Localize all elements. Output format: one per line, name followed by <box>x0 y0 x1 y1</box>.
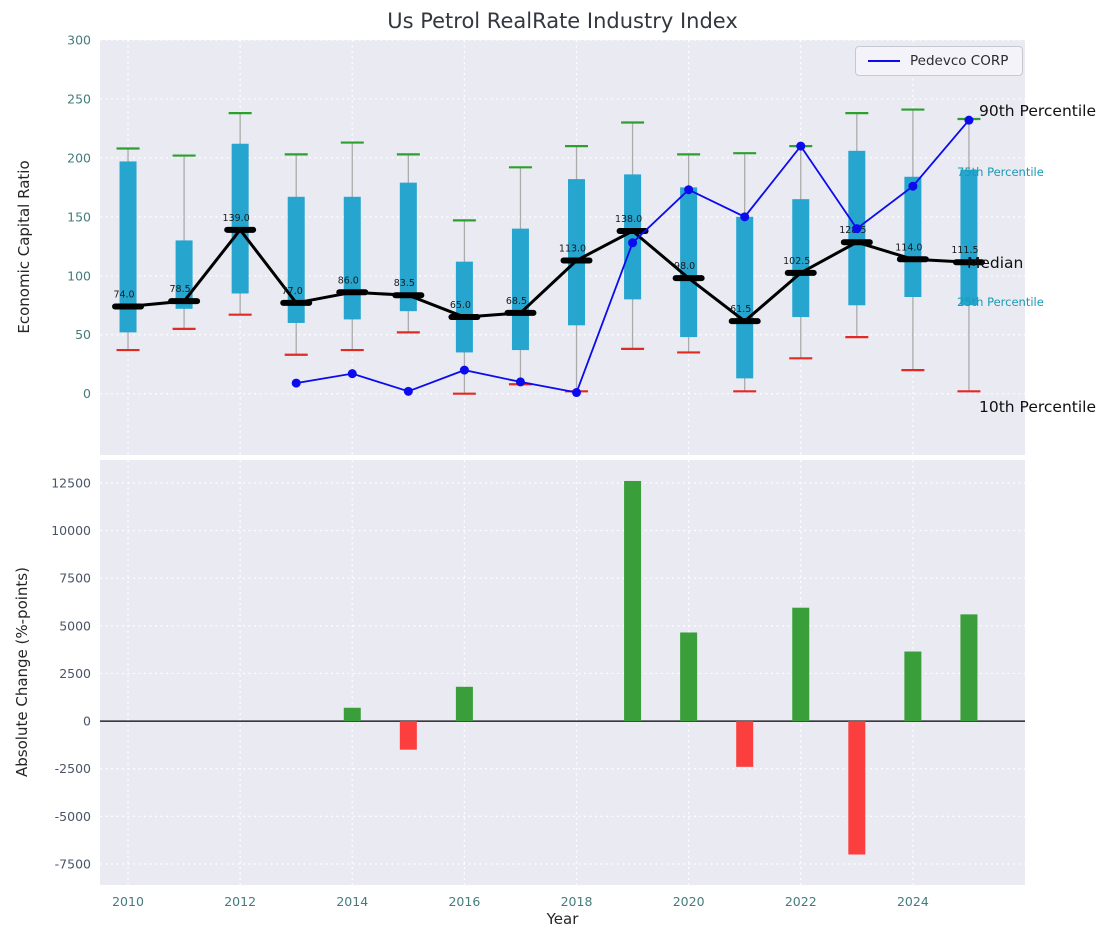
company-marker <box>291 378 301 388</box>
company-marker <box>852 224 862 234</box>
annotation-25th-percentile: 25th Percentile <box>957 294 1044 309</box>
bottom-y-tick-label: 5000 <box>59 618 91 633</box>
median-value-label: 68.5 <box>506 296 527 307</box>
median-value-label: 78.5 <box>170 284 191 295</box>
median-value-label: 138.0 <box>615 214 642 225</box>
median-line <box>127 227 970 324</box>
median-value-label: 61.5 <box>730 304 751 315</box>
company-marker <box>403 386 413 396</box>
top-y-tick-label: 0 <box>83 386 91 401</box>
annotation-10th-percentile: 10th Percentile <box>979 397 1097 416</box>
x-tick-label: 2010 <box>112 894 144 909</box>
chart-title: Us Petrol RealRate Industry Index <box>387 9 738 33</box>
annotation-75th-percentile: 75th Percentile <box>957 165 1044 180</box>
company-marker <box>684 185 694 195</box>
company-marker <box>796 141 806 151</box>
top-y-tick-label: 150 <box>67 209 91 224</box>
iqr-box <box>175 240 193 309</box>
company-marker <box>964 115 974 125</box>
median-value-label: 86.0 <box>338 275 359 286</box>
median-value-label: 65.0 <box>450 300 471 311</box>
x-tick-label: 2012 <box>224 894 256 909</box>
change-bar <box>343 707 361 722</box>
bottom-plot-background <box>100 460 1025 885</box>
bottom-y-tick-label: 2500 <box>59 666 91 681</box>
company-marker <box>740 212 750 222</box>
company-marker <box>628 238 638 248</box>
annotation-90th-percentile: 90th Percentile <box>979 101 1097 120</box>
change-bar <box>736 721 754 767</box>
median-value-label: 113.0 <box>559 243 586 254</box>
company-marker <box>515 377 525 387</box>
median-value-label: 77.0 <box>282 286 303 297</box>
iqr-box <box>343 196 361 320</box>
bottom-y-tick-label: -5000 <box>55 809 91 824</box>
change-bar <box>904 651 922 722</box>
iqr-box <box>511 228 529 351</box>
change-bar <box>848 721 866 855</box>
change-bar <box>680 632 698 722</box>
median-value-label: 74.0 <box>113 289 134 300</box>
bottom-y-tick-label: 7500 <box>59 571 91 586</box>
x-tick-label: 2020 <box>673 894 705 909</box>
top-y-tick-label: 250 <box>67 91 91 106</box>
bottom-y-tick-label: -2500 <box>55 761 91 776</box>
legend: Pedevco CORP <box>855 46 1024 76</box>
median-value-label: 139.0 <box>223 213 250 224</box>
bottom-y-tick-label: -7500 <box>55 857 91 872</box>
iqr-box <box>455 261 473 353</box>
top-y-tick-label: 100 <box>67 268 91 283</box>
bottom-y-tick-label: 12500 <box>51 475 91 490</box>
x-tick-label: 2018 <box>561 894 593 909</box>
median-value-label: 102.5 <box>783 256 810 267</box>
x-tick-label: 2014 <box>336 894 368 909</box>
iqr-box <box>231 143 249 294</box>
change-bar <box>399 721 417 750</box>
iqr-box <box>399 182 417 312</box>
company-marker <box>347 369 357 379</box>
median-value-label: 114.0 <box>895 242 922 253</box>
iqr-box <box>792 199 810 318</box>
legend-label: Pedevco CORP <box>910 53 1009 69</box>
change-bar <box>960 614 978 722</box>
iqr-box <box>624 174 642 300</box>
top-y-tick-label: 300 <box>67 33 91 48</box>
x-axis-label: Year <box>546 910 579 928</box>
change-bar <box>792 607 810 722</box>
top-y-axis-label: Economic Capital Ratio <box>15 160 33 334</box>
median-value-label: 111.5 <box>951 245 978 256</box>
iqr-box <box>736 216 754 379</box>
iqr-box <box>904 176 922 298</box>
annotation-median: Median <box>967 254 1024 272</box>
top-y-tick-label: 200 <box>67 150 91 165</box>
bottom-y-axis-label: Absolute Change (%-points) <box>13 567 31 777</box>
company-marker <box>908 181 918 191</box>
top-y-tick-label: 50 <box>75 327 91 342</box>
iqr-box <box>680 187 698 338</box>
company-marker <box>572 388 582 398</box>
legend-line-sample <box>868 60 900 62</box>
x-tick-label: 2024 <box>897 894 929 909</box>
iqr-box <box>960 169 978 306</box>
x-tick-label: 2016 <box>448 894 480 909</box>
iqr-box <box>568 179 586 326</box>
iqr-box <box>287 196 305 323</box>
bottom-y-tick-label: 10000 <box>51 523 91 538</box>
x-tick-label: 2022 <box>785 894 817 909</box>
iqr-box <box>119 161 137 333</box>
change-bar <box>455 686 473 722</box>
median-value-label: 98.0 <box>674 261 695 272</box>
bottom-y-tick-label: 0 <box>83 714 91 729</box>
median-value-label: 83.5 <box>394 278 415 289</box>
change-bar <box>624 480 642 722</box>
company-marker <box>459 365 469 375</box>
